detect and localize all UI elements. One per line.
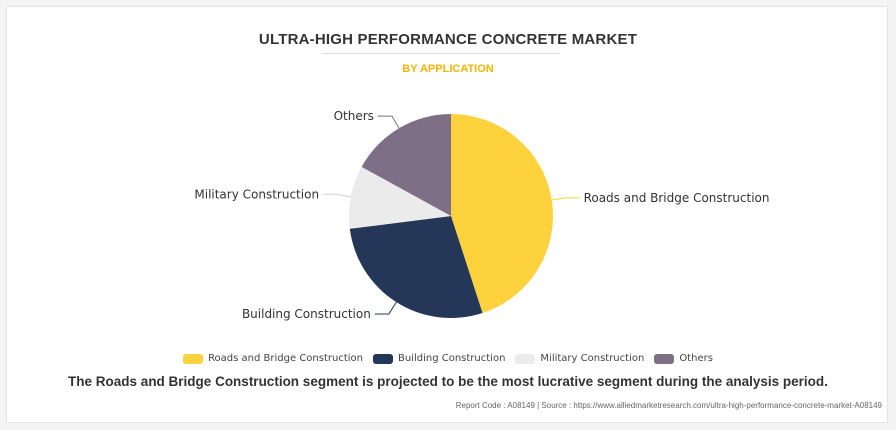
leader-line-military-construction (323, 193, 351, 198)
legend-label: Military Construction (540, 353, 645, 364)
legend-item-roads-and-bridge-construction: Roads and Bridge Construction (183, 353, 363, 364)
leader-line-others (377, 115, 400, 129)
legend-label: Others (679, 353, 713, 364)
pie-slice-building-construction (349, 216, 483, 319)
legend-swatch (183, 353, 204, 364)
slice-label-roads-and-bridge-construction: Roads and Bridge Construction (584, 191, 770, 205)
legend-swatch (654, 353, 675, 364)
legend-label: Roads and Bridge Construction (208, 353, 363, 364)
title-divider (322, 53, 560, 54)
slice-label-building-construction: Building Construction (242, 307, 371, 321)
pie-slice-roads-and-bridge-construction (451, 114, 554, 314)
chart-title: ULTRA-HIGH PERFORMANCE CONCRETE MARKET (258, 31, 638, 48)
legend-item-building-construction: Building Construction (372, 353, 506, 364)
legend-item-others: Others (654, 353, 713, 364)
leader-line-roads-and-bridge-construction (551, 197, 580, 201)
legend-swatch (372, 353, 393, 364)
chart-subtitle: BY APPLICATION (402, 63, 494, 75)
legend-item-military-construction: Military Construction (515, 353, 644, 364)
summary-text: The Roads and Bridge Construction segmen… (68, 374, 828, 389)
legend-label: Building Construction (397, 353, 506, 364)
slice-label-military-construction: Military Construction (194, 187, 319, 201)
pie-slice-military-construction (349, 166, 451, 229)
chart-legend: Roads and Bridge Construction Building Co… (0, 353, 896, 364)
pie-slice-others (361, 114, 451, 216)
legend-swatch (515, 353, 536, 364)
leader-line-building-construction (374, 301, 397, 315)
slice-label-others: Others (334, 109, 374, 123)
source-text: Report Code : A08149 | Source : https://… (455, 401, 882, 410)
